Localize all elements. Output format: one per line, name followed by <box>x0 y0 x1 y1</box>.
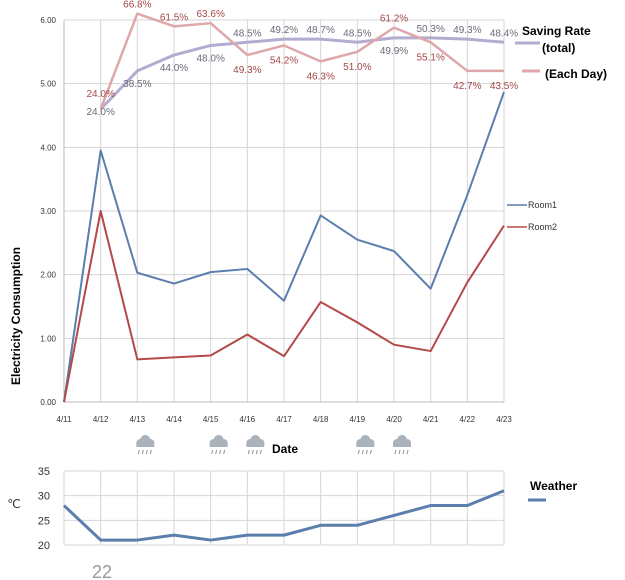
page-number: 22 <box>92 562 112 580</box>
y-tick-label: 5.00 <box>40 80 56 89</box>
total-rate-label: 50.3% <box>416 24 444 35</box>
each-day-rate-label: 61.2% <box>380 14 408 25</box>
x-tick-label: 4/14 <box>166 415 182 424</box>
legend-room1-label: Room1 <box>528 200 557 210</box>
total-rate-label: 38.5% <box>123 79 151 90</box>
total-rate-label: 48.5% <box>233 28 261 39</box>
weather-y-tick-label: 25 <box>38 515 50 527</box>
rain-icon <box>393 435 411 455</box>
total-rate-label: 49.2% <box>270 25 298 36</box>
y-axis-title: Electricity Consumption <box>9 247 23 385</box>
x-tick-label: 4/22 <box>460 415 476 424</box>
each-day-rate-label: 46.3% <box>306 71 334 82</box>
weather-y-tick-label: 35 <box>38 466 50 478</box>
legend-room2-label: Room2 <box>528 222 557 232</box>
total-rate-label: 49.3% <box>453 25 481 36</box>
total-rate-label: 48.0% <box>196 53 224 64</box>
legend-weather-label: Weather <box>530 479 577 493</box>
x-tick-label: 4/17 <box>276 415 292 424</box>
each-day-rate-label: 63.6% <box>196 9 224 20</box>
legend-saving-total-label1: Saving Rate <box>522 24 591 38</box>
series-room2 <box>63 210 505 403</box>
legend-room1: Room1 <box>507 200 557 210</box>
electricity-chart: 0.001.002.003.004.005.006.00 4/11 4/12 4/1… <box>9 0 607 455</box>
series-lines <box>63 12 505 403</box>
y-tick-label: 3.00 <box>40 207 56 216</box>
total-rate-label: 48.5% <box>343 28 371 39</box>
legend-saving-total: Saving Rate (total) <box>515 24 591 55</box>
each-day-rate-label: 24.0% <box>86 89 114 100</box>
x-tick-label: 4/23 <box>496 415 512 424</box>
series-room1 <box>63 91 505 403</box>
each-day-rate-label: 49.3% <box>233 65 261 76</box>
each-day-rate-label: 43.5% <box>490 81 518 92</box>
x-tick-label: 4/18 <box>313 415 329 424</box>
x-axis-title: Date <box>272 442 298 455</box>
legend-saving-total-label2: (total) <box>542 41 575 55</box>
each-day-rate-label: 55.1% <box>416 52 444 63</box>
grid <box>63 19 505 403</box>
x-tick-label: 4/21 <box>423 415 439 424</box>
series-saving-total <box>99 36 505 111</box>
y-tick-label: 6.00 <box>40 16 56 25</box>
x-axis: 4/11 4/12 4/13 4/14 4/15 4/16 4/17 4/18 4/19 4/20… <box>57 401 512 424</box>
y-axis: 0.00 1.00 2.00 3.00 4.00 5.00 6.00 <box>40 16 65 407</box>
x-tick-label: 4/15 <box>203 415 219 424</box>
weather-y-axis: 20 25 30 35 <box>38 466 50 552</box>
each-day-rate-label: 54.2% <box>270 55 298 66</box>
total-rate-label: 44.0% <box>160 63 188 74</box>
weather-grid <box>63 470 505 546</box>
each-day-rate-label: 66.8% <box>123 0 151 11</box>
weather-y-unit: ℃ <box>7 497 20 511</box>
weather-y-tick-label: 30 <box>38 491 50 503</box>
total-rate-label: 49.9% <box>380 46 408 57</box>
weather-chart: 20 25 30 35 ℃ Weather 22 <box>7 466 577 580</box>
x-tick-label: 4/11 <box>57 415 73 424</box>
legend-each-day: (Each Day) <box>522 67 607 81</box>
each-day-rate-label: 51.0% <box>343 62 371 73</box>
y-tick-label: 4.00 <box>40 143 56 152</box>
rate-labels: 24.0% 24.0% 66.8% 38.5% 61.5% 44.0% 63.6% 48.0%… <box>86 0 518 118</box>
x-tick-label: 4/16 <box>240 415 256 424</box>
rain-icon <box>209 435 228 455</box>
total-rate-label: 48.4% <box>490 28 518 39</box>
x-tick-label: 4/12 <box>93 415 109 424</box>
x-tick-label: 4/13 <box>130 415 146 424</box>
total-rate-label: 24.0% <box>86 107 114 118</box>
y-tick-label: 0.00 <box>40 398 56 407</box>
weather-y-tick-label: 20 <box>38 540 50 552</box>
series-weather-temperature <box>62 489 505 542</box>
rain-icon <box>136 435 155 455</box>
weather-line <box>62 489 505 542</box>
weather-icons <box>136 435 411 455</box>
y-tick-label: 1.00 <box>40 334 56 343</box>
each-day-rate-label: 42.7% <box>453 81 481 92</box>
each-day-rate-label: 61.5% <box>160 12 188 23</box>
y-tick-label: 2.00 <box>40 271 56 280</box>
rain-icon <box>356 435 375 455</box>
legend-each-day-label: (Each Day) <box>545 67 607 81</box>
legend-weather: Weather <box>528 479 577 502</box>
total-rate-label: 48.7% <box>306 25 334 36</box>
x-tick-label: 4/20 <box>386 415 402 424</box>
series-saving-each-day <box>99 12 504 110</box>
legend-room2: Room2 <box>507 222 557 232</box>
rain-icon <box>246 435 265 455</box>
x-tick-label: 4/19 <box>350 415 366 424</box>
